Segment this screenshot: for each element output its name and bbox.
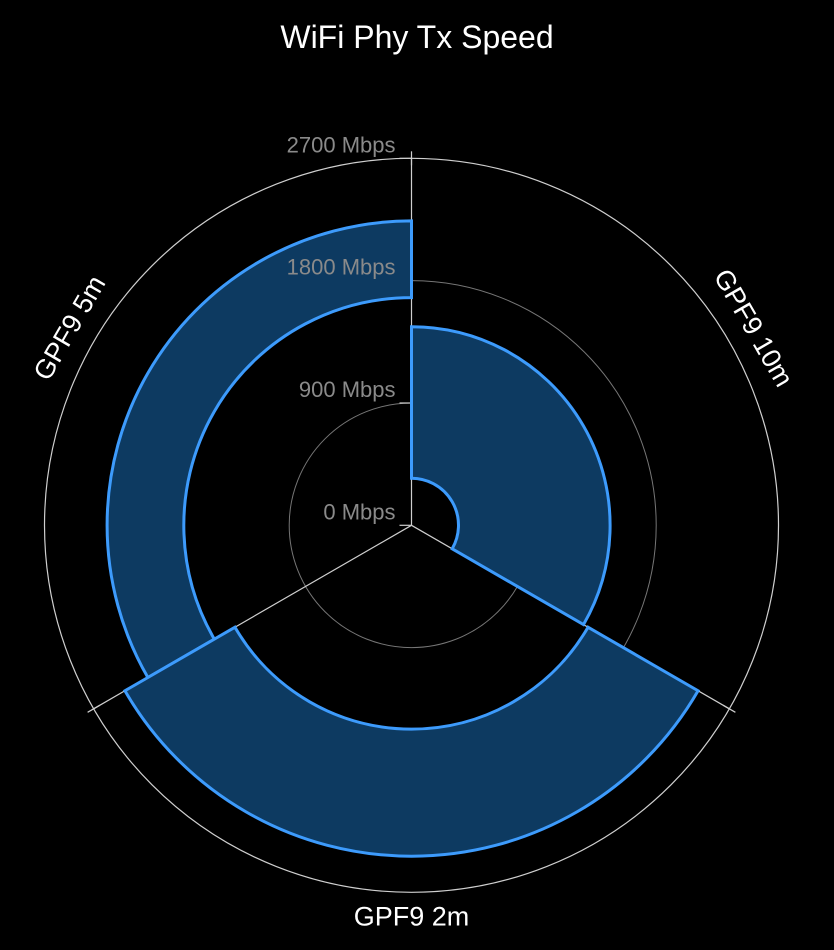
svg-text:2700 Mbps: 2700 Mbps <box>287 132 396 157</box>
svg-text:GPF9 5m: GPF9 5m <box>28 270 112 385</box>
svg-text:1800 Mbps: 1800 Mbps <box>287 255 396 280</box>
svg-text:GPF9 2m: GPF9 2m <box>354 901 470 931</box>
svg-text:0 Mbps: 0 Mbps <box>323 499 395 524</box>
svg-text:900 Mbps: 900 Mbps <box>299 377 396 402</box>
